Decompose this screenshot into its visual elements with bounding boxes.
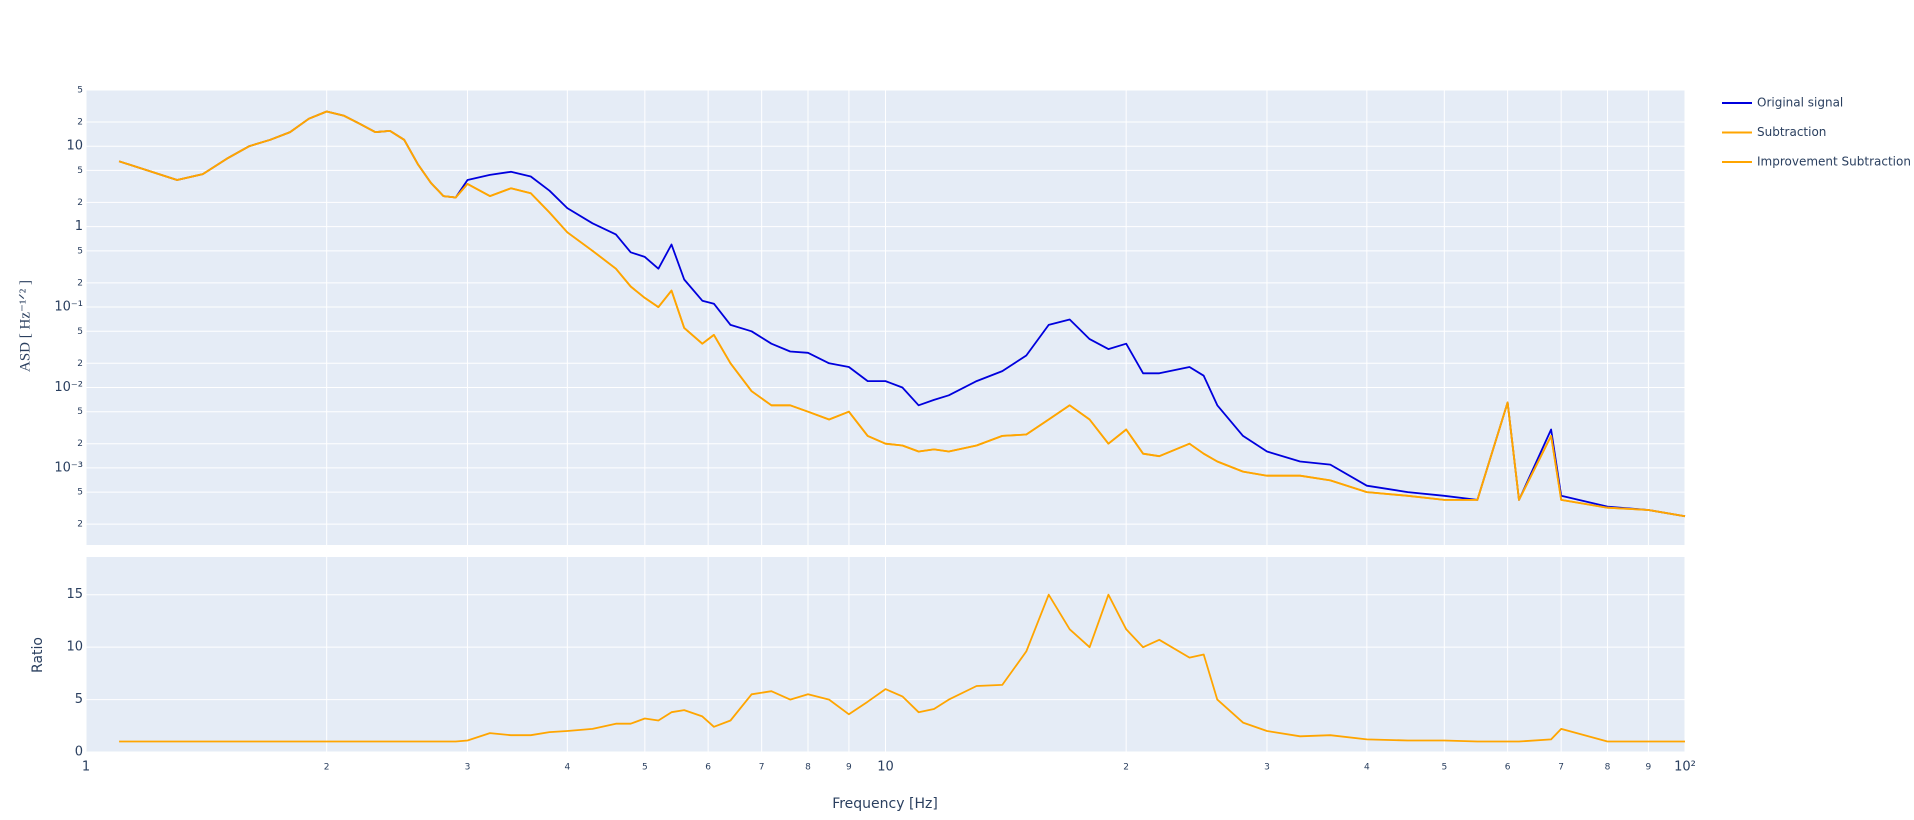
y-tick-label: 5 <box>77 488 83 498</box>
x-tick-label: 6 <box>1505 763 1511 773</box>
y-tick-label: 10⁻¹ <box>54 300 83 315</box>
y-tick-label: 2 <box>77 198 83 208</box>
y-tick-label: 10⁻² <box>54 380 83 395</box>
x-tick-label: 1 <box>82 760 90 775</box>
x-tick-label: 8 <box>805 763 811 773</box>
x-tick-label: 4 <box>1364 763 1370 773</box>
y-tick-label: 1 <box>75 219 83 234</box>
legend-label: Improvement Subtraction <box>1757 155 1911 169</box>
y-tick-label: 10⁻³ <box>54 460 83 475</box>
y-tick-label: 0 <box>75 745 83 760</box>
y-tick-label: 15 <box>66 587 83 602</box>
x-tick-label: 4 <box>564 763 570 773</box>
x-tick-label: 6 <box>705 763 711 773</box>
x-tick-label: 7 <box>1558 763 1564 773</box>
x-tick-label: 5 <box>1441 763 1447 773</box>
series-line <box>119 593 1685 743</box>
x-tick-label: 5 <box>642 763 648 773</box>
y-tick-label: 2 <box>77 118 83 128</box>
x-tick-label: 3 <box>465 763 471 773</box>
y-axis-title: ASD [ Hz⁻¹ᐟ² ] <box>17 280 33 372</box>
x-tick-label: 10 <box>877 760 894 775</box>
y-tick-label: 2 <box>77 520 83 530</box>
x-tick-label: 2 <box>1123 763 1129 773</box>
x-tick-label: 2 <box>324 763 330 773</box>
x-axis-title: Frequency [Hz] <box>832 796 938 812</box>
y-tick-label: 5 <box>77 86 83 96</box>
x-tick-label: 9 <box>1646 763 1652 773</box>
legend-label: Original signal <box>1757 96 1843 110</box>
x-tick-label: 8 <box>1605 763 1611 773</box>
x-tick-label: 9 <box>846 763 852 773</box>
y-axis-title: Ratio <box>30 637 46 673</box>
y-tick-label: 5 <box>77 166 83 176</box>
y-tick-label: 2 <box>77 359 83 369</box>
y-tick-label: 10 <box>66 640 83 655</box>
x-tick-label: 3 <box>1264 763 1270 773</box>
x-tick-label: 7 <box>759 763 765 773</box>
y-tick-label: 5 <box>75 692 83 707</box>
legend-label: Subtraction <box>1757 125 1826 139</box>
y-tick-label: 10 <box>66 139 83 154</box>
y-tick-label: 5 <box>77 407 83 417</box>
series-line <box>118 110 1686 518</box>
y-tick-label: 5 <box>77 246 83 256</box>
y-tick-label: 2 <box>77 439 83 449</box>
y-tick-label: 2 <box>77 278 83 288</box>
x-tick-label: 10² <box>1674 760 1696 775</box>
y-tick-label: 5 <box>77 327 83 337</box>
